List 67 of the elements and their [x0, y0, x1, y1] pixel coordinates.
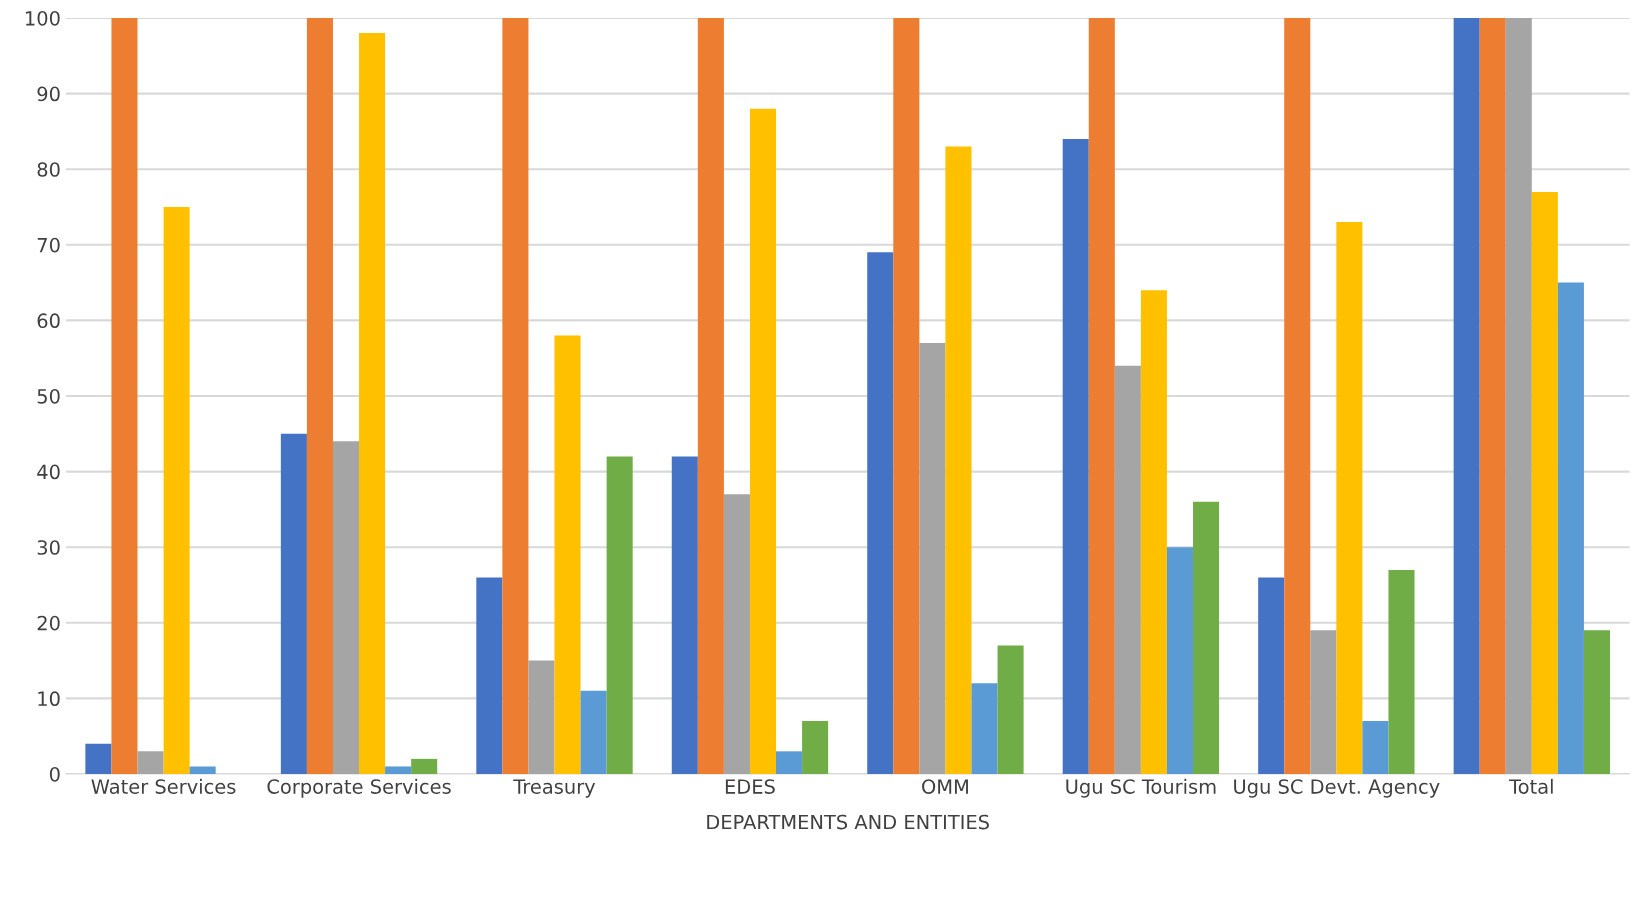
bar	[111, 18, 138, 774]
bar	[1114, 365, 1141, 774]
bar	[1505, 18, 1532, 774]
y-tick-label: 50	[37, 388, 60, 404]
bar	[893, 18, 920, 774]
bar	[332, 441, 360, 774]
bar	[945, 146, 972, 774]
x-tick-label: EDES	[725, 779, 775, 794]
bar	[1062, 138, 1089, 774]
bar	[1388, 569, 1415, 774]
x-tick-label: Water Services	[91, 778, 236, 794]
y-tick-label: 20	[37, 615, 60, 631]
bar	[1193, 501, 1220, 774]
bar	[163, 207, 190, 774]
bar	[867, 252, 894, 774]
bar	[580, 690, 607, 774]
y-tick-label: 70	[37, 237, 60, 253]
x-axis-title: DEPARTMENTS AND ENTITIES	[707, 814, 989, 830]
y-tick-label: 0	[49, 766, 60, 782]
x-tick-label: Ugu SC Tourism	[1066, 778, 1216, 798]
bar	[1453, 18, 1480, 774]
bar	[137, 751, 164, 774]
y-tick-label: 30	[37, 540, 60, 555]
bar	[1583, 630, 1610, 774]
bar	[1088, 18, 1115, 774]
y-tick-label: 60	[37, 313, 60, 329]
bar	[997, 645, 1024, 774]
bar	[1362, 721, 1389, 774]
bar	[306, 18, 333, 774]
y-tick-label: 90	[37, 86, 60, 102]
bar	[85, 743, 112, 774]
x-tick-label: Ugu SC Devt. Agency	[1234, 779, 1440, 798]
bar	[776, 751, 803, 774]
y-tick-label: 40	[37, 464, 60, 480]
bar	[697, 18, 724, 774]
bar	[1531, 191, 1558, 774]
x-tick-label: Treasury	[513, 779, 596, 798]
y-tick-label: 80	[37, 162, 60, 177]
bar	[1336, 222, 1363, 774]
bar	[385, 766, 412, 774]
bar	[802, 721, 829, 774]
y-tick-label: 10	[38, 691, 60, 707]
bar	[723, 494, 750, 774]
bar	[502, 18, 529, 774]
bar	[280, 433, 307, 774]
bar	[359, 33, 386, 774]
bar	[554, 335, 581, 774]
bar	[749, 108, 777, 774]
bar	[476, 577, 503, 774]
bar	[1140, 290, 1167, 774]
x-tick-label: Corporate Services	[267, 778, 451, 798]
x-tick-label: Total	[1509, 778, 1553, 794]
bar	[671, 456, 698, 774]
bar	[971, 683, 998, 774]
bar	[1557, 282, 1584, 774]
bar	[919, 343, 946, 774]
y-tick-label: 100	[26, 10, 60, 26]
bar	[606, 456, 633, 774]
bar	[1284, 18, 1311, 774]
bar	[189, 766, 216, 774]
bar	[1166, 547, 1194, 774]
bar	[1479, 18, 1506, 774]
bar	[1310, 630, 1337, 774]
bar	[528, 660, 555, 774]
bar	[1258, 577, 1285, 774]
bar	[411, 758, 438, 774]
x-tick-label: OMM	[922, 779, 968, 794]
